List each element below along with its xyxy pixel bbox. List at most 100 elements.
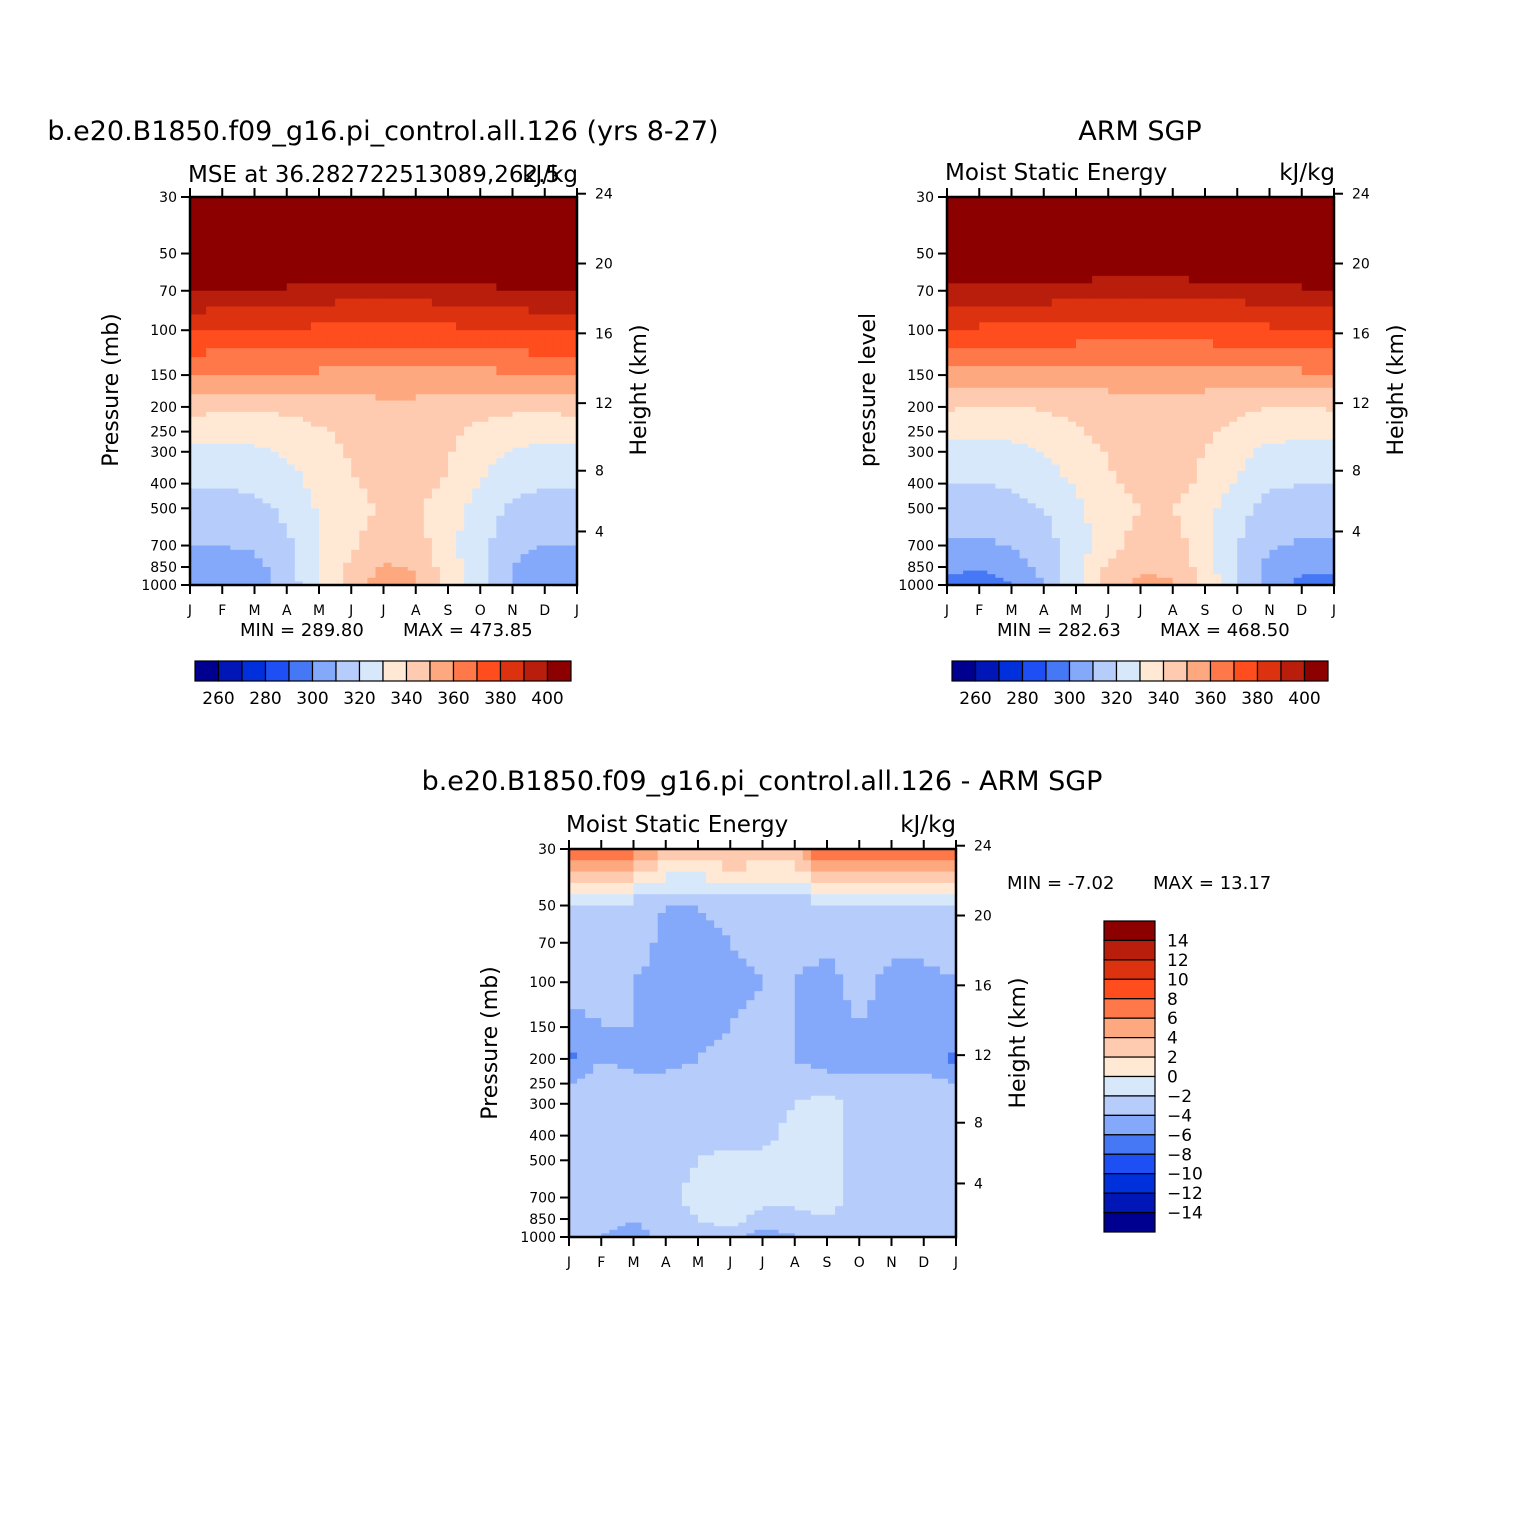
contour-cell xyxy=(552,275,562,284)
contour-cell xyxy=(496,406,506,413)
contour-cell xyxy=(327,503,336,509)
contour-cell xyxy=(1285,339,1295,349)
contour-cell xyxy=(1100,435,1109,441)
contour-cell xyxy=(278,458,288,466)
contour-cell xyxy=(431,554,441,560)
contour-cell xyxy=(536,470,546,478)
contour-cell xyxy=(1148,330,1158,340)
contour-cell xyxy=(1261,406,1271,413)
contour-cell xyxy=(496,483,506,490)
contour-cell xyxy=(512,581,522,585)
contour-cell xyxy=(1092,230,1101,243)
contour-cell xyxy=(1148,381,1158,389)
contour-cell xyxy=(544,339,554,349)
contour-cell xyxy=(190,339,199,349)
contour-cell xyxy=(496,394,506,402)
contour-cell xyxy=(1221,357,1230,367)
contour-cell xyxy=(351,447,360,453)
contour-cell xyxy=(504,416,514,423)
contour-cell xyxy=(415,400,425,408)
contour-cell xyxy=(198,357,207,367)
colorbar-swatch xyxy=(476,660,502,682)
contour-cell xyxy=(286,197,296,209)
contour-cell xyxy=(1003,483,1013,490)
contour-cell xyxy=(947,260,956,270)
contour-cell xyxy=(963,435,972,441)
x-tick-label: N xyxy=(507,603,517,619)
contour-cell xyxy=(496,253,506,262)
contour-cell xyxy=(1285,416,1295,423)
contour-cell xyxy=(1325,394,1334,402)
contour-cell xyxy=(1140,283,1150,292)
contour-cell xyxy=(246,208,256,221)
contour-cell xyxy=(1084,451,1093,459)
contour-cell xyxy=(1100,464,1109,472)
contour-fill-cells xyxy=(190,197,577,585)
contour-cell xyxy=(246,411,256,418)
contour-cell xyxy=(1059,330,1069,340)
contour-cell xyxy=(222,381,231,389)
y-tick-label: 1000 xyxy=(141,578,177,594)
contour-cell xyxy=(1124,421,1134,428)
contour-cell xyxy=(512,443,522,449)
contour-cell xyxy=(238,426,248,433)
contour-cell xyxy=(1108,366,1117,376)
contour-cell xyxy=(278,574,288,579)
contour-cell xyxy=(560,268,570,277)
contour-cell xyxy=(1245,411,1254,418)
contour-cell xyxy=(987,306,996,316)
contour-cell xyxy=(302,493,312,500)
contour-cell xyxy=(343,366,352,376)
contour-cell xyxy=(995,458,1005,466)
contour-cell xyxy=(1269,464,1279,472)
contour-cell xyxy=(1108,394,1117,402)
contour-cell xyxy=(1293,197,1303,209)
contour-cell xyxy=(1269,275,1279,284)
contour-cell xyxy=(1156,268,1166,277)
contour-cell xyxy=(1309,322,1319,331)
contour-cell xyxy=(1245,348,1254,358)
contour-cell xyxy=(987,464,996,472)
contour-cell xyxy=(488,306,497,316)
contour-cell xyxy=(1084,439,1093,445)
contour-cell xyxy=(1277,435,1287,441)
contour-cell xyxy=(319,275,328,284)
contour-cell xyxy=(995,443,1005,449)
contour-cell xyxy=(230,275,239,284)
contour-cell xyxy=(1172,387,1182,395)
contour-cell xyxy=(1084,431,1093,437)
contour-cell xyxy=(1196,230,1206,243)
contour-cell xyxy=(1205,477,1214,485)
contour-cell xyxy=(1067,381,1077,389)
contour-cell xyxy=(1035,260,1045,270)
contour-cell xyxy=(1011,381,1021,389)
contour-cell xyxy=(262,394,272,402)
contour-cell xyxy=(520,348,530,358)
contour-cell xyxy=(1148,411,1158,418)
contour-cell xyxy=(536,562,546,568)
contour-cell xyxy=(1196,290,1206,300)
contour-cell xyxy=(230,435,239,441)
contour-cell xyxy=(1229,242,1238,255)
contour-cell xyxy=(552,394,562,402)
y2-tick-label: 16 xyxy=(595,326,613,342)
contour-cell xyxy=(439,530,449,539)
contour-cell xyxy=(399,439,409,445)
contour-cell xyxy=(302,366,312,376)
contour-cell xyxy=(528,375,538,383)
contour-cell xyxy=(1035,416,1045,423)
contour-cell xyxy=(512,387,522,395)
contour-cell xyxy=(1067,322,1077,331)
contour-cell xyxy=(190,426,199,433)
contour-cell xyxy=(1011,260,1021,270)
contour-cell xyxy=(472,242,481,255)
contour-cell xyxy=(1092,322,1101,331)
contour-cell xyxy=(536,503,546,509)
contour-cell xyxy=(1124,242,1134,255)
contour-cell xyxy=(335,387,344,395)
contour-cell xyxy=(359,290,368,300)
y2-tick-label: 8 xyxy=(595,464,604,480)
contour-cell xyxy=(1140,447,1150,453)
contour-cell xyxy=(262,503,272,509)
contour-cell xyxy=(375,470,385,478)
